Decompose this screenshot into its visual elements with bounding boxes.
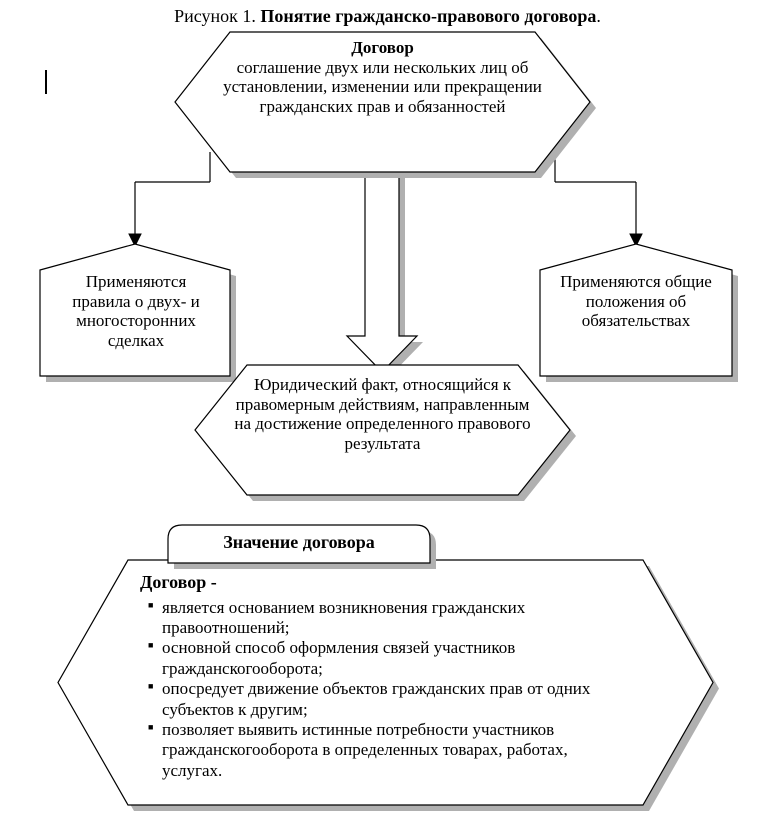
top-node-body: соглашение двух или нескольких лиц об ус… xyxy=(205,58,560,117)
bottom-node-title: Договор - xyxy=(140,572,630,594)
top-node-text: Договор соглашение двух или нескольких л… xyxy=(205,38,560,116)
bottom-list-item: основной способ оформления связей участн… xyxy=(152,638,630,679)
bottom-node-list: является основанием возникновения гражда… xyxy=(140,598,630,782)
bottom-list-item: является основанием возникновения гражда… xyxy=(152,598,630,639)
right-node-text: Применяются общие положения об обязатель… xyxy=(556,272,716,331)
middle-node-text: Юридический факт, относящийся к правомер… xyxy=(227,375,538,453)
bottom-tab-label: Значение договора xyxy=(168,532,430,553)
bottom-node-content: Договор - является основанием возникнове… xyxy=(140,572,630,781)
bottom-list-item: позволяет выявить истинные потребности у… xyxy=(152,720,630,781)
left-node-text: Применяются правила о двух- и многосторо… xyxy=(58,272,214,350)
top-node-title: Договор xyxy=(205,38,560,58)
bottom-list-item: опосредует движение объектов гражданских… xyxy=(152,679,630,720)
